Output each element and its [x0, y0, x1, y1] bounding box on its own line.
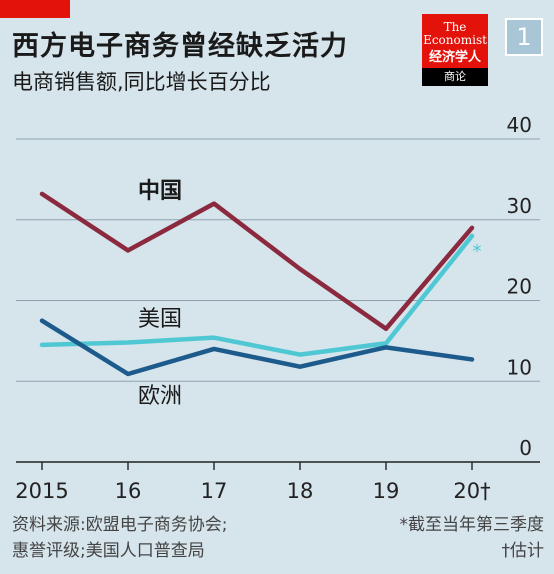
series-line-1	[39, 233, 475, 357]
economist-logo: The Economist 经济学人 商论	[422, 14, 488, 86]
footnote-2: †估计	[501, 541, 545, 561]
annotation-asterisk-0: *	[473, 241, 482, 262]
series-label-0: 中国	[138, 179, 182, 204]
x-tick-label-0: 2015	[15, 479, 68, 503]
source-line-1: 资料来源:欧盟电子商务协会;	[12, 515, 228, 535]
x-tick-label-1: 16	[115, 479, 142, 503]
logo-line-3: 商论	[422, 68, 488, 86]
y-tick-label-30: 30	[507, 194, 532, 218]
x-tick-label-3: 18	[287, 479, 314, 503]
series-line-2	[39, 318, 475, 377]
chart-title: 西方电子商务曾经缺乏活力	[12, 31, 348, 62]
x-tick-label-2: 17	[201, 479, 228, 503]
source-line-2: 惠誉评级;美国人口普查局	[12, 541, 205, 561]
x-tick-label-5: 20†	[453, 479, 490, 503]
series-line-0	[39, 191, 475, 332]
logo-line-2: 经济学人	[428, 50, 481, 65]
footnote-1: *截至当年第三季度	[399, 515, 545, 535]
source-note: 资料来源:欧盟电子商务协会; 惠誉评级;美国人口普查局	[12, 512, 227, 564]
series-label-2: 欧洲	[138, 384, 182, 409]
chart-number-badge: 1	[505, 18, 543, 56]
series-label-1: 美国	[138, 307, 182, 332]
y-tick-label-10: 10	[507, 355, 532, 379]
y-tick-label-0: 0	[519, 436, 532, 460]
y-tick-label-40: 40	[507, 113, 532, 137]
brand-tag	[0, 0, 70, 18]
y-tick-label-20: 20	[507, 275, 532, 299]
chart-subtitle: 电商销售额,同比增长百分比	[12, 70, 271, 94]
logo-line-1: The Economist	[423, 20, 487, 47]
x-tick-label-4: 19	[373, 479, 400, 503]
footnotes: *截至当年第三季度 †估计	[400, 512, 545, 564]
